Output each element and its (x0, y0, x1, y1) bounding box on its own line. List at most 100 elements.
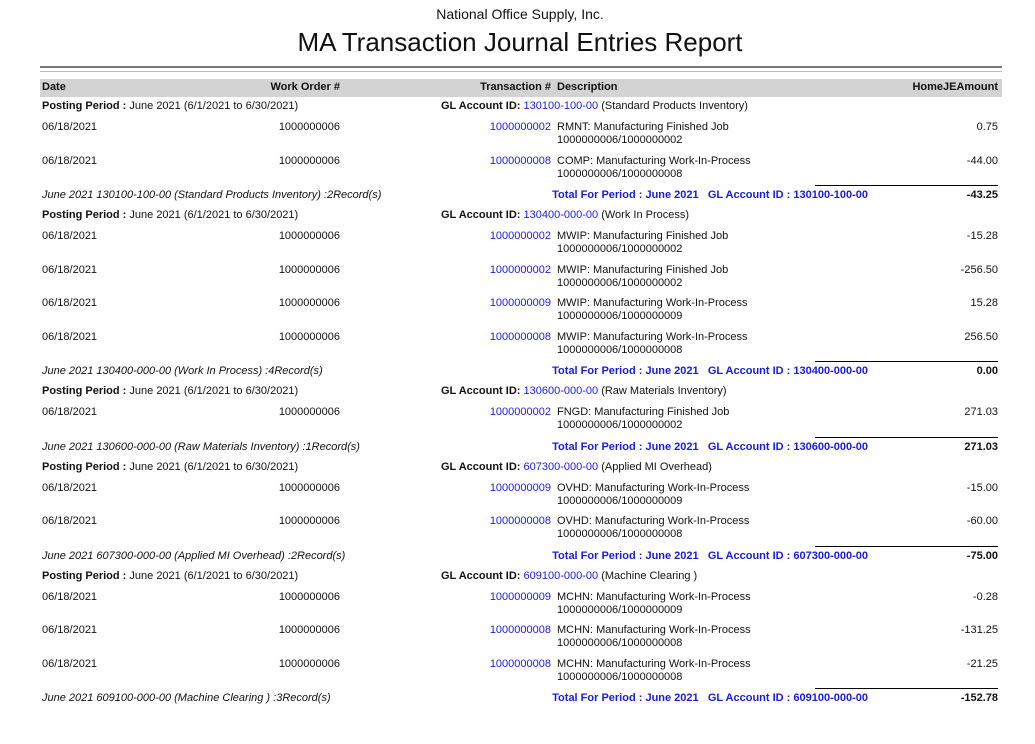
entry-reference: 1000000006/1000000008 (557, 670, 683, 683)
entry-description: OVHD: Manufacturing Work-In-Process (557, 481, 750, 494)
entry-description-cell: MWIP: Manufacturing Finished Job 10000000… (557, 230, 728, 255)
gl-account-name: (Machine Clearing ) (601, 569, 698, 582)
entry-description-cell: COMP: Manufacturing Work-In-Process 10000… (557, 155, 751, 180)
group-total-amount: -152.78 (960, 692, 998, 704)
table-row: 06/18/2021 1000000006 1000000008 OVHD: Manu… (0, 512, 1035, 546)
gl-account-label: GL Account ID: (441, 569, 521, 582)
entry-work-order: 1000000006 (278, 590, 340, 603)
total-rule (815, 361, 998, 362)
column-work-order[interactable]: Work Order # (270, 81, 341, 93)
entry-description: MWIP: Manufacturing Finished Job (557, 263, 729, 276)
entry-reference: 1000000006/1000000009 (557, 310, 683, 322)
gl-account-label: GL Account ID: (441, 385, 521, 397)
entry-work-order: 1000000006 (278, 121, 340, 133)
entry-amount: -15.28 (966, 230, 998, 242)
transaction-link[interactable]: 1000000009 (489, 590, 551, 603)
entry-amount: -256.50 (960, 263, 998, 276)
gl-account-name: (Raw Materials Inventory) (601, 385, 727, 397)
column-amount[interactable]: HomeJEAmount (912, 81, 998, 93)
posting-period: Posting Period : June 2021 (6/1/2021 to … (42, 461, 298, 473)
table-row: 06/18/2021 1000000006 1000000009 MCHN: Manu… (0, 588, 1035, 622)
gl-account-link[interactable]: 609100-000-00 (523, 569, 599, 582)
entry-reference: 1000000006/1000000002 (557, 419, 683, 431)
gl-account: GL Account ID: 130600-000-00 (Raw Materi… (441, 385, 727, 397)
entry-work-order: 1000000006 (278, 515, 340, 527)
posting-period-label: Posting Period : (42, 569, 127, 582)
entry-date: 06/18/2021 (42, 154, 98, 167)
entry-amount: 0.75 (976, 121, 998, 133)
column-transaction[interactable]: Transaction # (480, 81, 551, 93)
posting-period-label: Posting Period : (42, 385, 127, 397)
transaction-link[interactable]: 1000000002 (489, 230, 551, 242)
transaction-link[interactable]: 1000000002 (489, 406, 551, 418)
entry-reference: 1000000006/1000000008 (557, 343, 683, 356)
entry-date: 06/18/2021 (42, 330, 98, 343)
gl-account-label: GL Account ID: (441, 100, 521, 112)
gl-account-link[interactable]: 607300-000-00 (523, 460, 599, 473)
entry-description-cell: RMNT: Manufacturing Finished Job 10000000… (557, 121, 729, 146)
gl-account-link[interactable]: 130400-000-00 (523, 209, 599, 221)
table-row: 06/18/2021 1000000006 1000000008 MCHN: Manu… (0, 621, 1035, 655)
gl-account: GL Account ID: 130400-000-00 (Work In Pr… (441, 209, 689, 221)
company-name: National Office Supply, Inc. (436, 6, 604, 22)
gl-account-name: (Applied MI Overhead) (601, 460, 712, 473)
posting-period: Posting Period : June 2021 (6/1/2021 to … (42, 209, 298, 221)
entry-description: COMP: Manufacturing Work-In-Process (557, 154, 751, 167)
table-row: 06/18/2021 1000000006 1000000009 OVHD: Manu… (0, 479, 1035, 513)
column-header-row: Date Work Order # Transaction # Descript… (40, 79, 1002, 97)
posting-period-row: Posting Period : June 2021 (6/1/2021 to … (0, 206, 1035, 227)
entry-description-cell: MCHN: Manufacturing Work-In-Process 10000… (557, 591, 751, 616)
entry-amount: -44.00 (966, 154, 998, 167)
group-summary: June 2021 607300-000-00 (Applied MI Over… (42, 549, 346, 562)
entry-reference: 1000000006/1000000009 (557, 603, 683, 616)
entry-amount: 271.03 (964, 406, 998, 418)
transaction-link[interactable]: 1000000002 (489, 121, 551, 133)
entry-amount: -0.28 (972, 590, 998, 603)
entry-description-cell: MWIP: Manufacturing Work-In-Process 10000… (557, 331, 748, 356)
column-description[interactable]: Description (557, 81, 618, 93)
entry-work-order: 1000000006 (278, 297, 340, 309)
transaction-link[interactable]: 1000000008 (489, 657, 551, 670)
report-title: MA Transaction Journal Entries Report (297, 27, 743, 57)
entry-description: MWIP: Manufacturing Finished Job (557, 230, 729, 242)
gl-account-link[interactable]: 130100-100-00 (523, 100, 599, 112)
table-row: 06/18/2021 1000000006 1000000002 MWIP: Manu… (0, 227, 1035, 261)
transaction-link[interactable]: 1000000009 (489, 481, 551, 494)
entry-date: 06/18/2021 (42, 263, 98, 276)
transaction-link[interactable]: 1000000002 (489, 263, 551, 276)
column-date[interactable]: Date (42, 81, 66, 93)
entry-description-cell: OVHD: Manufacturing Work-In-Process 10000… (557, 515, 749, 540)
entry-reference: 1000000006/1000000002 (557, 243, 683, 255)
posting-period-row: Posting Period : June 2021 (6/1/2021 to … (0, 382, 1035, 403)
posting-period-label: Posting Period : (42, 100, 127, 112)
table-row: 06/18/2021 1000000006 1000000008 MWIP: Manu… (0, 328, 1035, 362)
entry-work-order: 1000000006 (278, 406, 340, 418)
entry-reference: 1000000006/1000000008 (557, 528, 683, 540)
entry-description: MWIP: Manufacturing Work-In-Process (557, 297, 748, 309)
transaction-link[interactable]: 1000000008 (489, 330, 551, 343)
entry-reference: 1000000006/1000000008 (557, 637, 683, 649)
transaction-link[interactable]: 1000000008 (489, 154, 551, 167)
title-rule (40, 66, 1002, 68)
entry-description: OVHD: Manufacturing Work-In-Process (557, 515, 750, 527)
group-total-label: Total For Period : June 2021 GL Account … (552, 189, 868, 201)
entry-date: 06/18/2021 (42, 297, 98, 309)
posting-period-label: Posting Period : (42, 209, 127, 221)
transaction-link[interactable]: 1000000008 (489, 624, 551, 636)
entry-amount: 256.50 (964, 330, 998, 343)
gl-account-link[interactable]: 130600-000-00 (523, 385, 599, 397)
entry-description: MWIP: Manufacturing Work-In-Process (557, 330, 748, 343)
entry-date: 06/18/2021 (42, 515, 98, 527)
entry-description-cell: MCHN: Manufacturing Work-In-Process 10000… (557, 624, 751, 649)
posting-period-label: Posting Period : (42, 460, 127, 473)
entry-description-cell: OVHD: Manufacturing Work-In-Process 10000… (557, 482, 749, 507)
transaction-link[interactable]: 1000000008 (489, 515, 551, 527)
total-rule (815, 185, 998, 186)
gl-account-name: (Standard Products Inventory) (601, 100, 748, 112)
group-summary: June 2021 130600-000-00 (Raw Materials I… (42, 440, 360, 453)
entry-work-order: 1000000006 (278, 624, 340, 636)
transaction-link[interactable]: 1000000009 (489, 297, 551, 309)
table-row: 06/18/2021 1000000006 1000000008 MCHN: Manu… (0, 655, 1035, 689)
posting-period-row: Posting Period : June 2021 (6/1/2021 to … (0, 458, 1035, 479)
entry-description-cell: MCHN: Manufacturing Work-In-Process 10000… (557, 658, 751, 683)
